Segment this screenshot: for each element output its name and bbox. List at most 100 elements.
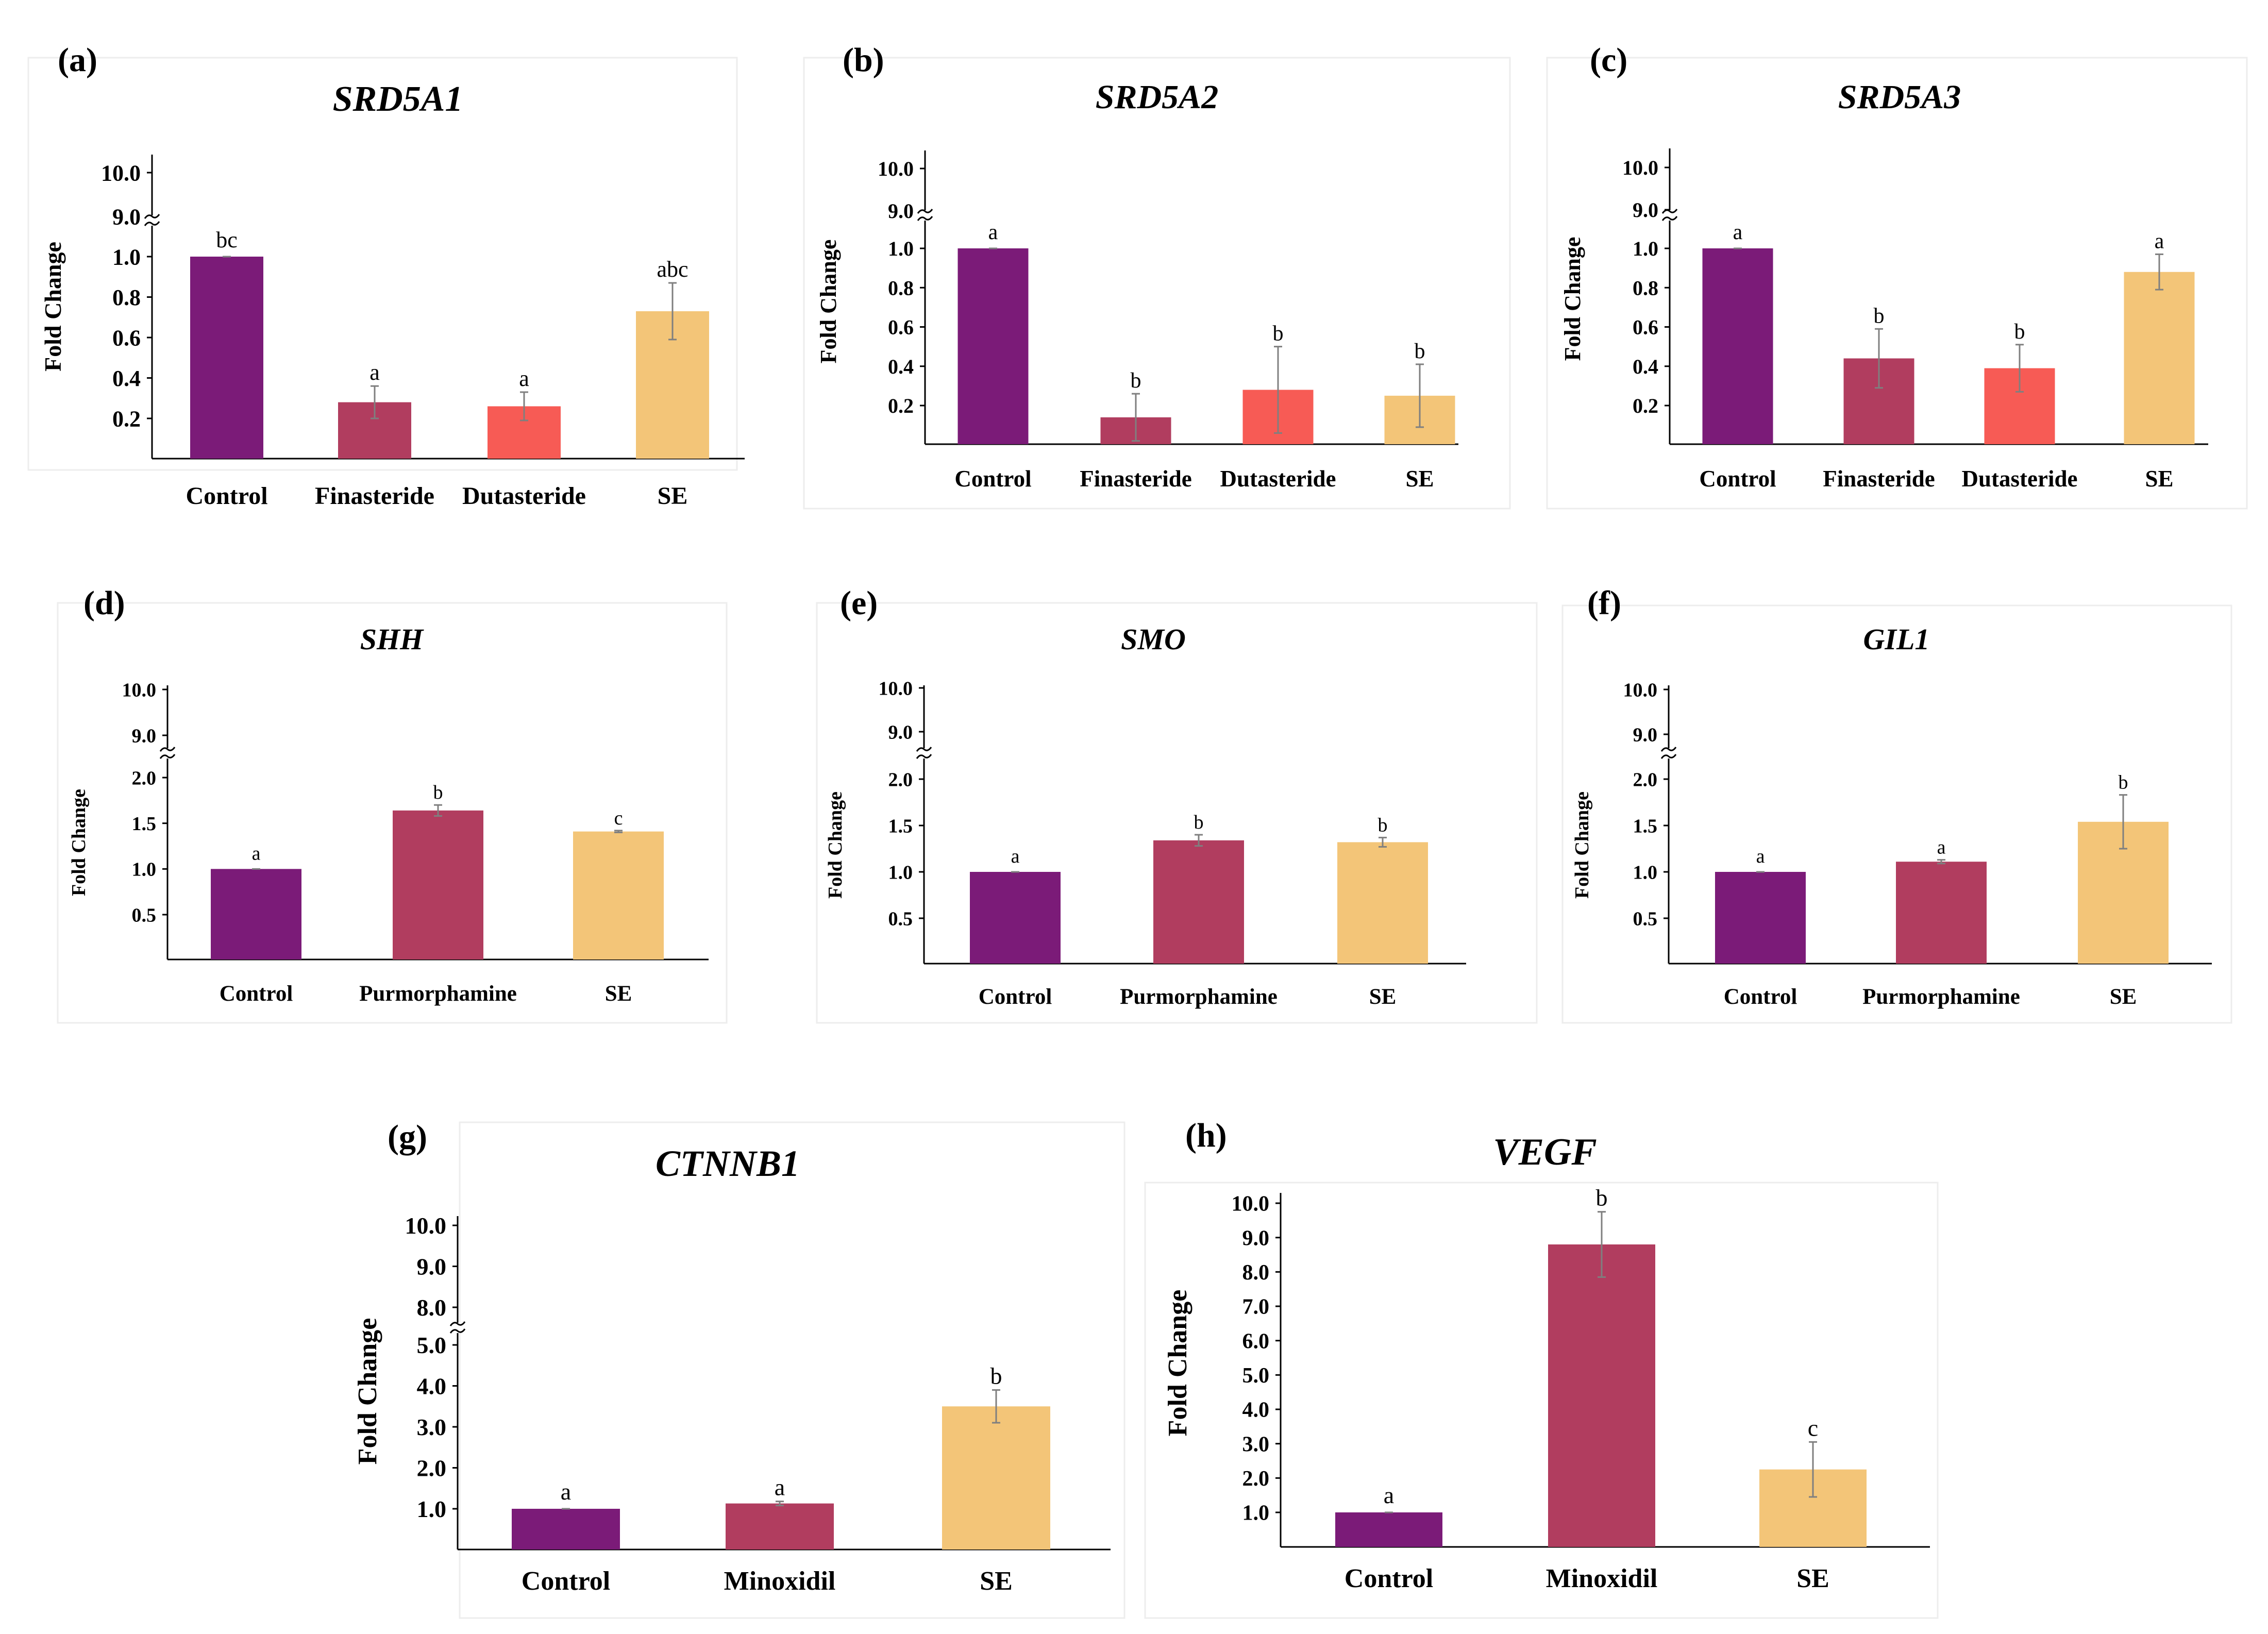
y-tick-label: 0.4 [888, 355, 914, 378]
chart-panel-ctnnb1: 1.0 2.0 3.0 4.0 5.0 8.0 9.0 10.0 Fold Change CTNN… [353, 1118, 1125, 1619]
y-tick-label: 3.0 [417, 1414, 447, 1440]
bar-control [211, 869, 301, 959]
significance-letter: bc [216, 227, 238, 252]
y-tick-label: 8.0 [1242, 1261, 1270, 1285]
y-tick-label: 0.2 [888, 394, 914, 417]
y-tick-label: 1.0 [132, 859, 157, 881]
significance-letter: a [988, 221, 998, 244]
y-tick-label: 0.2 [112, 406, 141, 431]
axis-break-mark [159, 747, 176, 752]
x-category-label: Minoxidil [1546, 1564, 1658, 1593]
x-category-label: Control [522, 1566, 610, 1596]
significance-letter: b [2014, 320, 2025, 344]
significance-letter: b [433, 782, 443, 803]
y-tick-label: 0.6 [888, 316, 914, 339]
y-tick-label: 9.0 [112, 204, 141, 229]
significance-letter: a [1011, 846, 1020, 867]
y-tick-label: 1.0 [1633, 237, 1658, 260]
chart-frame [1561, 604, 2232, 1024]
significance-letter: a [252, 843, 261, 864]
bar-se [2124, 272, 2195, 444]
significance-letter: b [990, 1362, 1002, 1389]
y-axis-label: Fold Change [816, 240, 841, 364]
axis-break-mark [917, 216, 933, 221]
bar-purmorphamine [1153, 840, 1244, 964]
y-tick-label: 9.0 [1633, 198, 1658, 222]
y-tick-label: 8.0 [417, 1294, 447, 1321]
significance-letter: b [1874, 304, 1885, 328]
y-tick-label: 1.5 [888, 815, 913, 837]
significance-letter: b [1131, 369, 1141, 393]
chart-frame [816, 602, 1538, 1024]
x-category-label: Control [220, 982, 293, 1006]
axis-break-mark [1660, 747, 1677, 752]
x-category-label: Finasteride [1080, 466, 1191, 492]
panel-label: (c) [1590, 41, 1627, 79]
y-tick-label: 10.0 [405, 1212, 447, 1239]
significance-letter: a [561, 1478, 571, 1505]
y-tick-label: 4.0 [417, 1373, 447, 1400]
panel-label: (e) [840, 584, 878, 622]
y-tick-label: 0.2 [1633, 394, 1658, 417]
axis-break-mark [449, 1321, 466, 1326]
axis-break-mark [159, 754, 176, 759]
chart-frame [459, 1121, 1125, 1619]
chart-title: GIL1 [1863, 622, 1930, 656]
bar-control [512, 1509, 620, 1549]
y-tick-label: 1.0 [888, 237, 914, 260]
chart-panel-smo: 0.5 1.0 1.5 2.0 9.0 10.0 Fold Change SMO (e) a Con… [816, 584, 1538, 1024]
y-tick-label: 3.0 [1242, 1433, 1270, 1456]
significance-letter: a [1384, 1482, 1394, 1508]
axis-break-mark [916, 754, 932, 759]
axis-break-mark [917, 209, 933, 214]
y-tick-label: 1.0 [1242, 1502, 1270, 1525]
x-category-label: Purmorphamine [359, 982, 517, 1006]
x-category-label: SE [1369, 985, 1397, 1009]
y-tick-label: 0.5 [1633, 908, 1658, 930]
y-tick-label: 5.0 [417, 1332, 447, 1358]
y-axis-label: Fold Change [1571, 791, 1593, 899]
y-axis-label: Fold Change [40, 242, 66, 372]
x-category-label: SE [605, 982, 632, 1006]
chart-panel-shh: 0.5 1.0 1.5 2.0 9.0 10.0 Fold Change SHH (d) a Con… [57, 584, 728, 1024]
chart-panel-vegf: 1.0 2.0 3.0 4.0 5.0 6.0 7.0 8.0 9.0 10.0 Fold Chan… [1144, 1117, 1939, 1619]
chart-title: VEGF [1493, 1131, 1597, 1173]
chart-title: CTNNB1 [656, 1143, 800, 1184]
significance-letter: b [1194, 812, 1204, 833]
y-tick-label: 0.8 [888, 276, 914, 299]
y-tick-label: 0.8 [1633, 276, 1658, 299]
y-tick-label: 2.0 [132, 767, 157, 789]
significance-letter: b [1273, 322, 1284, 346]
y-tick-label: 0.5 [132, 904, 157, 926]
x-category-label: SE [2110, 985, 2137, 1009]
y-tick-label: 0.8 [112, 285, 141, 310]
significance-letter: a [775, 1474, 785, 1501]
y-tick-label: 1.0 [112, 244, 141, 269]
chart-panel-srd5a3: 0.2 0.4 0.6 0.8 1.0 9.0 10.0 Fold Change SRD5A3 (… [1546, 41, 2248, 510]
chart-title: SRD5A2 [1096, 78, 1218, 116]
chart-title: SRD5A3 [1838, 78, 1961, 116]
x-category-label: SE [1405, 466, 1434, 492]
y-tick-label: 9.0 [1633, 724, 1658, 746]
significance-letter: a [519, 366, 529, 391]
bar-purmorphamine [1896, 862, 1987, 964]
y-tick-label: 0.4 [112, 366, 141, 391]
y-tick-label: 0.5 [888, 908, 913, 930]
bar-control [1335, 1512, 1442, 1547]
x-category-label: SE [980, 1566, 1013, 1596]
chart-panel-srd5a2: 0.2 0.4 0.6 0.8 1.0 9.0 10.0 Fold Change SRD5A2 (… [803, 41, 1511, 510]
panel-label: (d) [83, 584, 125, 622]
y-tick-label: 5.0 [1242, 1364, 1270, 1388]
y-tick-label: 6.0 [1242, 1329, 1270, 1353]
y-tick-label: 1.0 [1633, 862, 1658, 883]
bar-purmorphamine [393, 810, 483, 959]
significance-letter: c [614, 807, 623, 829]
bar-control [1702, 248, 1773, 444]
y-tick-label: 10.0 [878, 157, 914, 180]
chart-frame [803, 57, 1511, 510]
y-tick-label: 9.0 [888, 199, 914, 223]
significance-letter: c [1808, 1414, 1818, 1441]
y-tick-label: 1.5 [132, 813, 157, 835]
y-tick-label: 10.0 [879, 678, 913, 699]
